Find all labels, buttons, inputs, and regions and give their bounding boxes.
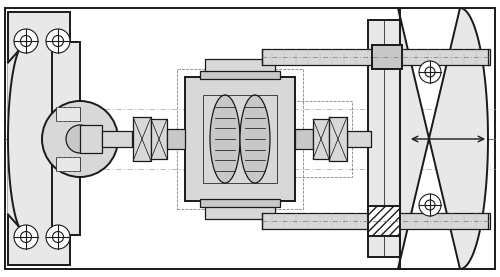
Bar [290, 101, 352, 177]
Bar [133, 117, 151, 161]
Circle shape [46, 29, 70, 53]
Bar [313, 119, 329, 159]
Bar [56, 157, 80, 171]
Circle shape [425, 200, 435, 210]
Polygon shape [8, 42, 26, 235]
Bar [205, 59, 275, 77]
Circle shape [66, 125, 94, 153]
Bar [329, 117, 347, 161]
Circle shape [42, 101, 118, 177]
Bar [205, 201, 275, 219]
Circle shape [52, 35, 64, 47]
Bar [200, 71, 280, 79]
Bar [372, 45, 402, 69]
Circle shape [20, 232, 32, 242]
Circle shape [20, 35, 32, 47]
Bar [8, 12, 70, 265]
Bar [200, 199, 280, 207]
Ellipse shape [240, 95, 270, 183]
Bar [347, 131, 371, 147]
Bar [167, 129, 185, 149]
Circle shape [46, 225, 70, 249]
Bar [203, 95, 277, 183]
Bar [56, 107, 80, 121]
Bar [102, 131, 132, 147]
Bar [52, 42, 80, 235]
Circle shape [14, 29, 38, 53]
Bar [368, 20, 400, 257]
Bar [262, 213, 490, 229]
Circle shape [419, 194, 441, 216]
Bar [185, 77, 295, 201]
Bar [80, 125, 102, 153]
Circle shape [52, 232, 64, 242]
Bar [295, 129, 313, 149]
Polygon shape [398, 8, 488, 269]
Ellipse shape [210, 95, 240, 183]
Circle shape [419, 61, 441, 83]
Circle shape [425, 67, 435, 77]
Bar [262, 49, 490, 65]
Bar [177, 69, 303, 209]
Bar [151, 119, 167, 159]
Circle shape [14, 225, 38, 249]
Bar [368, 206, 400, 236]
